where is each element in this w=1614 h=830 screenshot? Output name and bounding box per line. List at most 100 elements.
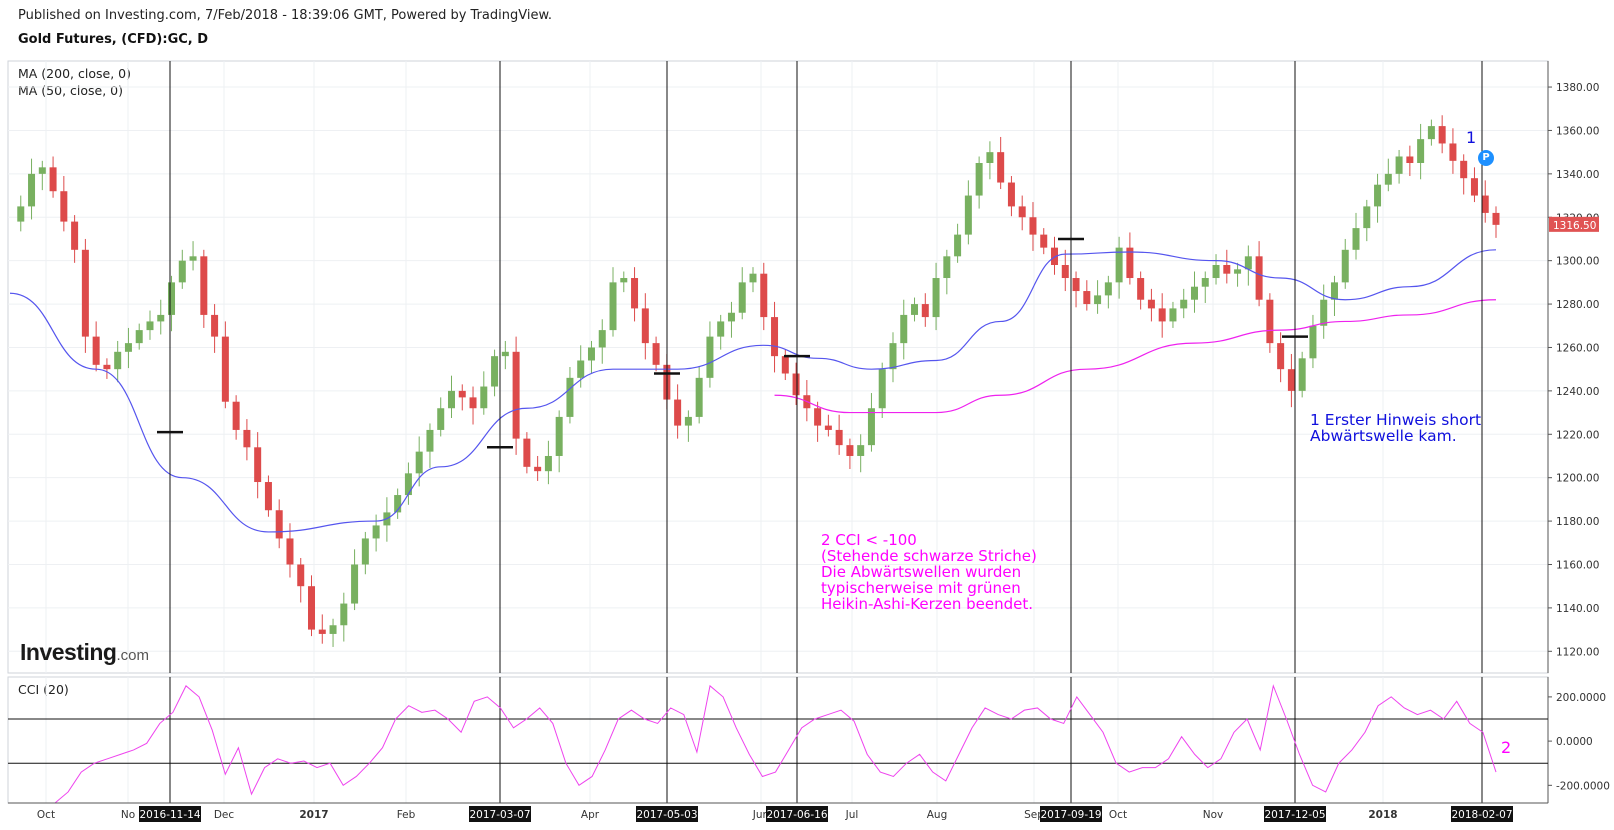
annotation-short: 1 Erster Hinweis short Abwärtswelle kam. (1310, 412, 1481, 444)
x-tick-label: Sep (1024, 809, 1044, 821)
annotation-line: Heikin-Ashi-Kerzen beendet. (821, 595, 1034, 613)
candle-body (178, 260, 186, 283)
marker-1: 1 (1466, 128, 1477, 147)
date-marker-box (636, 806, 698, 822)
y-tick-label: 1180.00 (1556, 516, 1599, 528)
candle-body (1029, 217, 1037, 235)
candle-body (857, 445, 865, 456)
candle-body (846, 445, 854, 456)
candle-body (512, 351, 520, 439)
date-marker-label: 2017-09-19 (1040, 809, 1101, 821)
x-tick-label: Nov (1203, 809, 1224, 821)
candle-body (1147, 299, 1155, 309)
candle-body (771, 317, 779, 357)
candle-body (1417, 139, 1425, 163)
candle-body (1309, 325, 1317, 359)
candle-body (60, 191, 68, 222)
ma200-line (774, 299, 1497, 414)
candle-body (1277, 343, 1285, 370)
date-marker-label: 2017-03-07 (469, 809, 530, 821)
candle-body (103, 364, 111, 370)
candle-body (1492, 212, 1500, 225)
candle-body (168, 282, 176, 315)
candle-body (286, 538, 294, 565)
candle-body (717, 321, 725, 337)
candle-body (1352, 228, 1360, 250)
x-tick-label: Feb (397, 809, 416, 821)
candle-body (1072, 278, 1080, 292)
candle-body (329, 625, 337, 634)
x-tick-label: Oct (1109, 809, 1127, 821)
candle-body (49, 167, 57, 192)
candle-body (17, 206, 25, 222)
candle-body (1427, 126, 1435, 140)
investing-logo: Investing.com (20, 639, 149, 666)
candle-body (1470, 178, 1478, 196)
candle-body (480, 386, 488, 409)
candle-body (415, 451, 423, 474)
candle-body (146, 321, 154, 331)
candle-body (760, 273, 768, 318)
x-tick-label: Aug (927, 809, 948, 821)
candle-body (1449, 143, 1457, 161)
projection-badge-icon[interactable]: P (1478, 150, 1494, 166)
candle-body (361, 538, 369, 565)
y-tick-label: 1360.00 (1556, 125, 1599, 137)
candle-body (437, 408, 445, 430)
candle-body (404, 473, 412, 496)
candle-body (264, 482, 272, 511)
candle-body (1395, 156, 1403, 174)
ma50-line (9, 249, 1497, 533)
cci-title[interactable]: CCI (20) (18, 682, 69, 697)
candle-body (1201, 278, 1209, 287)
y-tick-label: 1340.00 (1556, 169, 1599, 181)
candle-body (157, 314, 165, 322)
candle-body (308, 586, 316, 630)
candle-body (1287, 369, 1295, 391)
candle-body (587, 347, 595, 361)
candle-body (631, 278, 639, 309)
candle-body (254, 447, 262, 483)
candle-body (394, 495, 402, 513)
candle-body (706, 336, 714, 378)
x-tick-label: Jul (845, 809, 859, 821)
candle-body (1330, 282, 1338, 300)
candle-body (1180, 299, 1188, 309)
candle-body (1223, 265, 1231, 274)
candle-body (534, 466, 542, 472)
candle-body (92, 336, 100, 365)
candle-body (674, 399, 682, 426)
candle-body (609, 282, 617, 331)
annotation-line: Abwärtswelle kam. (1310, 427, 1457, 445)
candle-body (921, 304, 929, 318)
candle-body (38, 167, 46, 174)
candle-body (878, 369, 886, 409)
y-tick-label: 1220.00 (1556, 429, 1599, 441)
cci-tick-label: 200.0000 (1556, 692, 1606, 704)
candle-body (1374, 184, 1382, 207)
annotation-cci: 2 CCI < -100 (Stehende schwarze Striche)… (821, 532, 1037, 612)
annotation-line: Die Abwärtswellen wurden (821, 563, 1022, 581)
candle-body (1115, 247, 1123, 283)
candle-body (555, 416, 563, 456)
annotation-line: typischerweise mit grünen (821, 579, 1021, 597)
price-pane-frame (7, 60, 1549, 674)
candle-body (1137, 278, 1145, 300)
candle-body (641, 308, 649, 344)
y-tick-label: 1120.00 (1556, 646, 1599, 658)
candle-body (792, 373, 800, 396)
candle-body (189, 256, 197, 261)
date-marker-box (766, 806, 828, 822)
candle-body (738, 282, 746, 313)
candle-body (889, 343, 897, 370)
candle-body (1169, 308, 1177, 322)
candle-body (81, 249, 89, 337)
candle-body (469, 397, 477, 409)
marker-2: 2 (1501, 738, 1512, 757)
y-tick-label: 1280.00 (1556, 299, 1599, 311)
x-tick-label: 2017 (299, 809, 328, 821)
candle-body (243, 429, 251, 448)
candle-body (1341, 249, 1349, 283)
candle-body (372, 525, 380, 539)
